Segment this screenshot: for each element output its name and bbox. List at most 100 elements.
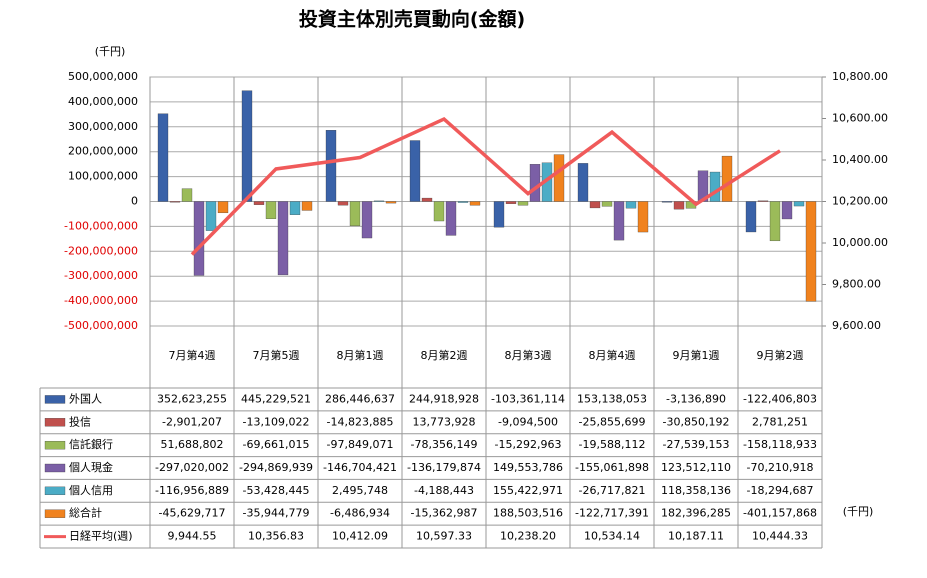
table-cell: -27,539,153 [663, 438, 730, 451]
table-cell: -13,109,022 [243, 415, 310, 428]
y2-tick-label: 10,200.00 [832, 195, 888, 208]
bar [205, 201, 217, 231]
y-tick-label: -500,000,000 [64, 319, 138, 332]
table-cell: -69,661,015 [243, 438, 310, 451]
bar [325, 130, 337, 202]
table-cell: -45,629,717 [159, 507, 226, 520]
bar [709, 171, 721, 202]
bar [589, 201, 601, 209]
bar [373, 200, 385, 202]
bar [625, 201, 637, 209]
x-tick-label: 7月第4週 [169, 348, 216, 362]
bar [169, 201, 181, 203]
table-cell: 10,412.09 [332, 530, 388, 543]
table-cell: -401,157,868 [743, 507, 817, 520]
y-tick-label: -200,000,000 [64, 244, 138, 257]
table-cell: -97,849,071 [327, 438, 394, 451]
chart-title: 投資主体別売買動向(金額) [299, 8, 525, 31]
bar [157, 113, 169, 202]
y-tick-label: -100,000,000 [64, 219, 138, 232]
y2-tick-label: 9,800.00 [832, 278, 881, 291]
table-cell: -294,869,939 [239, 461, 313, 474]
table-cell: -122,406,803 [743, 392, 817, 405]
table-cell: 123,512,110 [661, 461, 731, 474]
table-cell: 9,944.55 [168, 530, 217, 543]
legend-swatch [44, 395, 66, 404]
bar [445, 201, 457, 236]
bar [217, 201, 229, 214]
y-tick-label: 0 [131, 195, 138, 208]
table-cell: 10,238.20 [500, 530, 556, 543]
x-tick-label: 7月第5週 [253, 348, 300, 362]
y2-tick-label: 10,600.00 [832, 112, 888, 125]
table-cell: -15,292,963 [495, 438, 562, 451]
y-tick-label: -300,000,000 [64, 269, 138, 282]
table-cell: -155,061,898 [575, 461, 649, 474]
bar [277, 201, 289, 276]
bar [301, 201, 313, 211]
bar [505, 201, 517, 204]
table-cell: 10,356.83 [248, 530, 304, 543]
bar [385, 201, 397, 204]
x-tick-label: 8月第2週 [421, 348, 468, 362]
y-tick-label: 200,000,000 [68, 145, 138, 158]
bar [745, 201, 757, 233]
bar [457, 201, 469, 203]
x-tick-label: 8月第1週 [337, 348, 384, 362]
bar [793, 201, 805, 207]
table-cell: 155,422,971 [493, 484, 563, 497]
table-cell: -158,118,933 [743, 438, 817, 451]
table-cell: 286,446,637 [325, 392, 395, 405]
table-cell: -26,717,821 [579, 484, 646, 497]
x-tick-label: 9月第1週 [673, 348, 720, 362]
bar [241, 90, 253, 202]
table-cell: -53,428,445 [243, 484, 310, 497]
table-cell: -25,855,699 [579, 415, 646, 428]
table-cell: 118,358,136 [661, 484, 731, 497]
table-cell: 10,597.33 [416, 530, 472, 543]
bar [421, 197, 433, 202]
y-tick-label: 500,000,000 [68, 70, 138, 83]
bar [265, 201, 277, 219]
bar [469, 201, 481, 206]
y-tick-label: -400,000,000 [64, 294, 138, 307]
y2-tick-label: 9,600.00 [832, 319, 881, 332]
table-cell: -78,356,149 [411, 438, 478, 451]
legend-label: 総合計 [69, 506, 102, 520]
bar [553, 154, 565, 202]
y-axis-unit: (千円) [95, 45, 126, 58]
table-cell: -9,094,500 [498, 415, 558, 428]
bar [433, 201, 445, 222]
y2-tick-label: 10,000.00 [832, 236, 888, 249]
x-tick-label: 8月第4週 [589, 348, 636, 362]
table-cell: -30,850,192 [663, 415, 730, 428]
bar [289, 201, 301, 215]
y-tick-label: 300,000,000 [68, 120, 138, 133]
table-cell: 244,918,928 [409, 392, 479, 405]
legend-label: 投信 [69, 414, 91, 428]
legend-swatch [44, 418, 66, 427]
table-cell: -35,944,779 [243, 507, 310, 520]
bar [409, 140, 421, 202]
bar [757, 200, 769, 202]
legend-swatch [44, 440, 66, 450]
bar [769, 201, 781, 242]
legend-swatch [44, 509, 66, 518]
bar [193, 201, 205, 276]
table-cell: 445,229,521 [241, 392, 311, 405]
bar [493, 201, 505, 228]
line [190, 116, 781, 256]
bar [253, 201, 265, 205]
table-cell: 10,187.11 [668, 530, 724, 543]
table-cell: -3,136,890 [666, 392, 726, 405]
table-cell: -136,179,874 [407, 461, 481, 474]
table-cell: -297,020,002 [155, 461, 229, 474]
table-cell: -15,362,987 [411, 507, 478, 520]
bar [517, 201, 529, 206]
bar [577, 163, 589, 202]
legend-label: 外国人 [69, 392, 102, 405]
legend-label: 日経平均(週) [69, 530, 133, 543]
table-cell: -2,901,207 [162, 415, 222, 428]
table-cell: 10,534.14 [584, 530, 640, 543]
